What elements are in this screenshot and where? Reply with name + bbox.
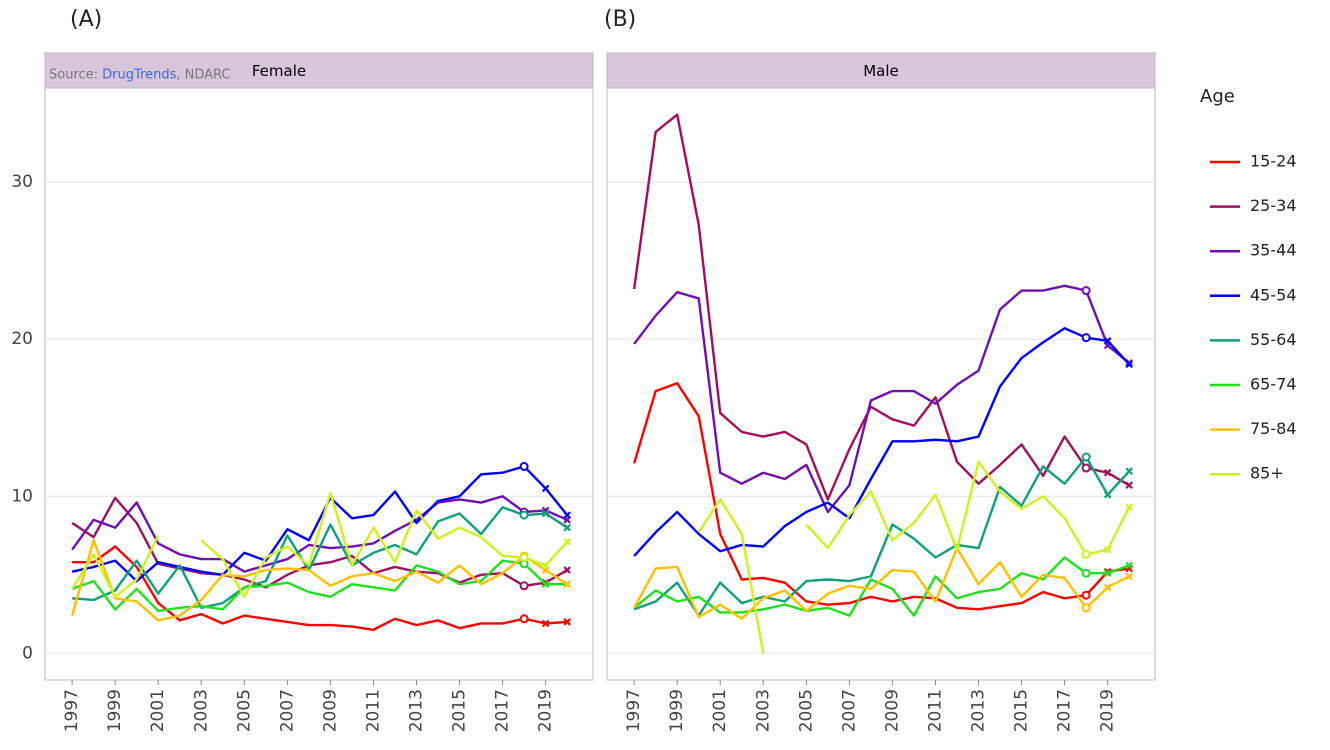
x-tick-label: 2009: [320, 689, 340, 732]
x-tick-label: 2017: [1055, 689, 1075, 732]
x-tick-label: 2011: [363, 689, 383, 732]
point-marker: [541, 580, 550, 588]
point-marker: [1081, 452, 1091, 462]
legend-label: 75-84: [1250, 419, 1297, 438]
x-tick-label: 2017: [493, 689, 513, 732]
point-marker: [563, 618, 571, 626]
series-line: [72, 506, 568, 609]
point-marker: [541, 509, 550, 518]
x-tick-label: 1999: [667, 689, 687, 732]
plot-area: [44, 87, 594, 681]
x-tick-label: 2005: [796, 689, 816, 732]
source-link[interactable]: DrugTrends: [102, 67, 176, 82]
source-suffix: , NDARC: [176, 67, 230, 82]
x-tick-label: 1999: [105, 689, 125, 732]
x-tick-label: 1997: [62, 689, 82, 732]
point-marker: [1081, 590, 1091, 600]
y-tick-label: 20: [11, 329, 33, 349]
point-marker: [1103, 569, 1112, 577]
point-marker: [541, 619, 550, 628]
point-marker: [1103, 337, 1112, 345]
x-tick-label: 2003: [753, 689, 773, 732]
series-line: [633, 455, 1131, 617]
source-note: Source: DrugTrends, NDARC: [49, 67, 231, 82]
point-marker: [563, 580, 571, 588]
point-marker: [1125, 481, 1133, 490]
series-line: [633, 284, 1130, 514]
series-line: [633, 546, 1130, 620]
legend-label: 15-24: [1250, 152, 1297, 171]
series-line: [71, 496, 568, 589]
y-tick-label: 30: [11, 172, 33, 192]
series-line: [72, 545, 568, 631]
point-marker: [1103, 545, 1112, 554]
series-line: [697, 460, 1131, 654]
x-tick-label: 2015: [450, 689, 470, 732]
point-marker: [1081, 463, 1091, 473]
point-marker: [1125, 360, 1133, 369]
series-line: [70, 539, 568, 622]
point-marker: [519, 510, 529, 520]
point-marker: [1125, 572, 1133, 581]
panel-label: (B): [604, 7, 636, 32]
x-tick-label: 2009: [882, 689, 902, 732]
strip: [44, 52, 594, 89]
x-tick-label: 2011: [925, 689, 945, 732]
panel-title: Male: [863, 62, 899, 80]
point-marker: [519, 614, 529, 624]
series-line: [71, 465, 569, 583]
point-marker: [1125, 503, 1133, 512]
source-prefix: Source:: [49, 67, 102, 82]
point-marker: [541, 561, 550, 570]
point-marker: [1103, 490, 1112, 499]
x-tick-label: 1997: [624, 689, 644, 732]
point-marker: [1081, 286, 1091, 296]
legend-label: 65-74: [1250, 375, 1297, 394]
point-marker: [1125, 561, 1133, 570]
series-line: [632, 382, 1130, 611]
series-line: [633, 327, 1131, 557]
point-marker: [1081, 549, 1091, 559]
point-marker: [1081, 333, 1091, 343]
point-marker: [541, 484, 550, 493]
x-tick-label: 2019: [1098, 689, 1118, 732]
panel-title: Female: [252, 62, 306, 80]
point-marker: [519, 581, 529, 591]
point-marker: [519, 553, 529, 563]
legend-label: 25-34: [1250, 196, 1297, 215]
x-tick-label: 2001: [710, 689, 730, 732]
legend-label: 35-44: [1250, 241, 1297, 260]
point-marker: [563, 566, 571, 574]
legend-label: 45-54: [1250, 285, 1297, 304]
y-tick-label: 10: [11, 486, 33, 506]
point-marker: [563, 511, 571, 519]
legend-label: 85+: [1250, 464, 1284, 483]
legend-label: 55-64: [1250, 330, 1297, 349]
point-marker: [519, 461, 529, 471]
x-tick-label: 2013: [969, 689, 989, 732]
point-marker: [1103, 583, 1112, 592]
point-marker: [563, 538, 571, 546]
y-tick-label: 0: [22, 643, 33, 663]
point-marker: [1103, 468, 1112, 477]
x-tick-label: 2015: [1012, 689, 1032, 732]
x-tick-label: 2001: [148, 689, 168, 732]
panel-label: (A): [70, 7, 102, 32]
series-line: [71, 559, 568, 613]
legend-title: Age: [1200, 86, 1235, 107]
x-tick-label: 2007: [277, 689, 297, 732]
x-tick-label: 2007: [839, 689, 859, 732]
point-marker: [1125, 467, 1133, 475]
x-tick-label: 2003: [191, 689, 211, 732]
point-marker: [563, 523, 571, 532]
x-tick-label: 2019: [536, 689, 556, 732]
point-marker: [1081, 568, 1091, 578]
x-tick-label: 2013: [407, 689, 427, 732]
series-line: [71, 491, 569, 598]
x-tick-label: 2005: [234, 689, 254, 732]
point-marker: [1081, 603, 1091, 613]
